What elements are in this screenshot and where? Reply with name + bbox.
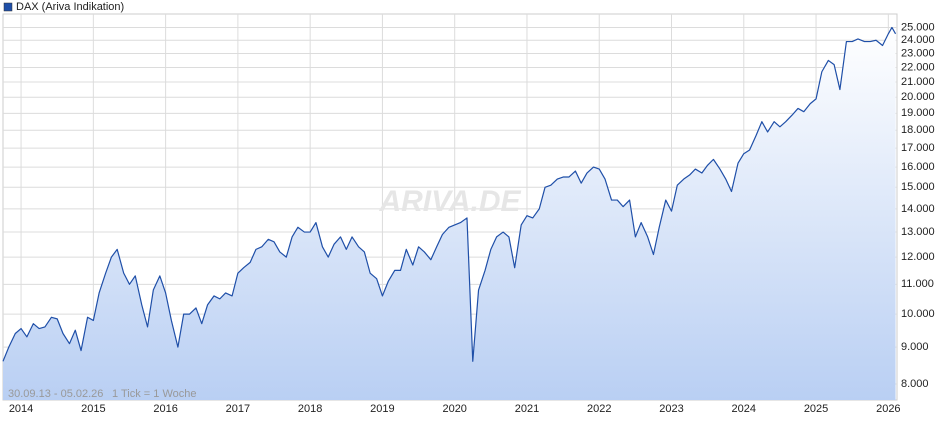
y-tick-label: 20.000 bbox=[901, 91, 935, 103]
x-tick-label: 2020 bbox=[442, 403, 466, 415]
y-tick-label: 17.000 bbox=[901, 142, 935, 154]
y-tick-label: 12.000 bbox=[901, 251, 935, 263]
y-tick-label: 10.000 bbox=[901, 308, 935, 320]
y-tick-label: 19.000 bbox=[901, 107, 935, 119]
x-tick-label: 2022 bbox=[587, 403, 611, 415]
area bbox=[3, 27, 896, 400]
plot bbox=[2, 26, 897, 400]
y-tick-label: 14.000 bbox=[901, 203, 935, 215]
x-tick-label: 2025 bbox=[804, 403, 828, 415]
x-tick-label: 2026 bbox=[876, 403, 900, 415]
y-tick-label: 8.000 bbox=[901, 378, 929, 390]
watermark: ARIVA.DE bbox=[378, 185, 521, 218]
y-tick-label: 25.000 bbox=[901, 21, 935, 33]
line bbox=[2, 26, 897, 362]
y-tick-label: 13.000 bbox=[901, 226, 935, 238]
y-tick-label: 18.000 bbox=[901, 124, 935, 136]
legend-swatch bbox=[3, 2, 13, 12]
x-tick-label: 2014 bbox=[9, 403, 33, 415]
x-tick-label: 2015 bbox=[81, 403, 105, 415]
y-tick-label: 21.000 bbox=[901, 76, 935, 88]
x-tick-label: 2019 bbox=[370, 403, 394, 415]
y-tick-label: 16.000 bbox=[901, 161, 935, 173]
tick-note: 1 Tick = 1 Woche bbox=[112, 388, 196, 400]
y-tick-label: 9.000 bbox=[901, 341, 929, 353]
x-tick-label: 2024 bbox=[732, 403, 756, 415]
y-tick-label: 22.000 bbox=[901, 61, 935, 73]
x-tick-label: 2023 bbox=[659, 403, 683, 415]
y-tick-label: 11.000 bbox=[901, 278, 934, 290]
x-tick-label: 2016 bbox=[153, 403, 177, 415]
x-tick-label: 2017 bbox=[226, 403, 250, 415]
period-note: 30.09.13 - 05.02.26 bbox=[8, 388, 103, 400]
legend-label: DAX (Ariva Indikation) bbox=[16, 1, 124, 13]
y-tick-label: 23.000 bbox=[901, 47, 935, 59]
x-tick-label: 2018 bbox=[298, 403, 322, 415]
y-tick-label: 15.000 bbox=[901, 181, 935, 193]
y-tick-label: 24.000 bbox=[901, 34, 935, 46]
x-tick-label: 2021 bbox=[515, 403, 539, 415]
